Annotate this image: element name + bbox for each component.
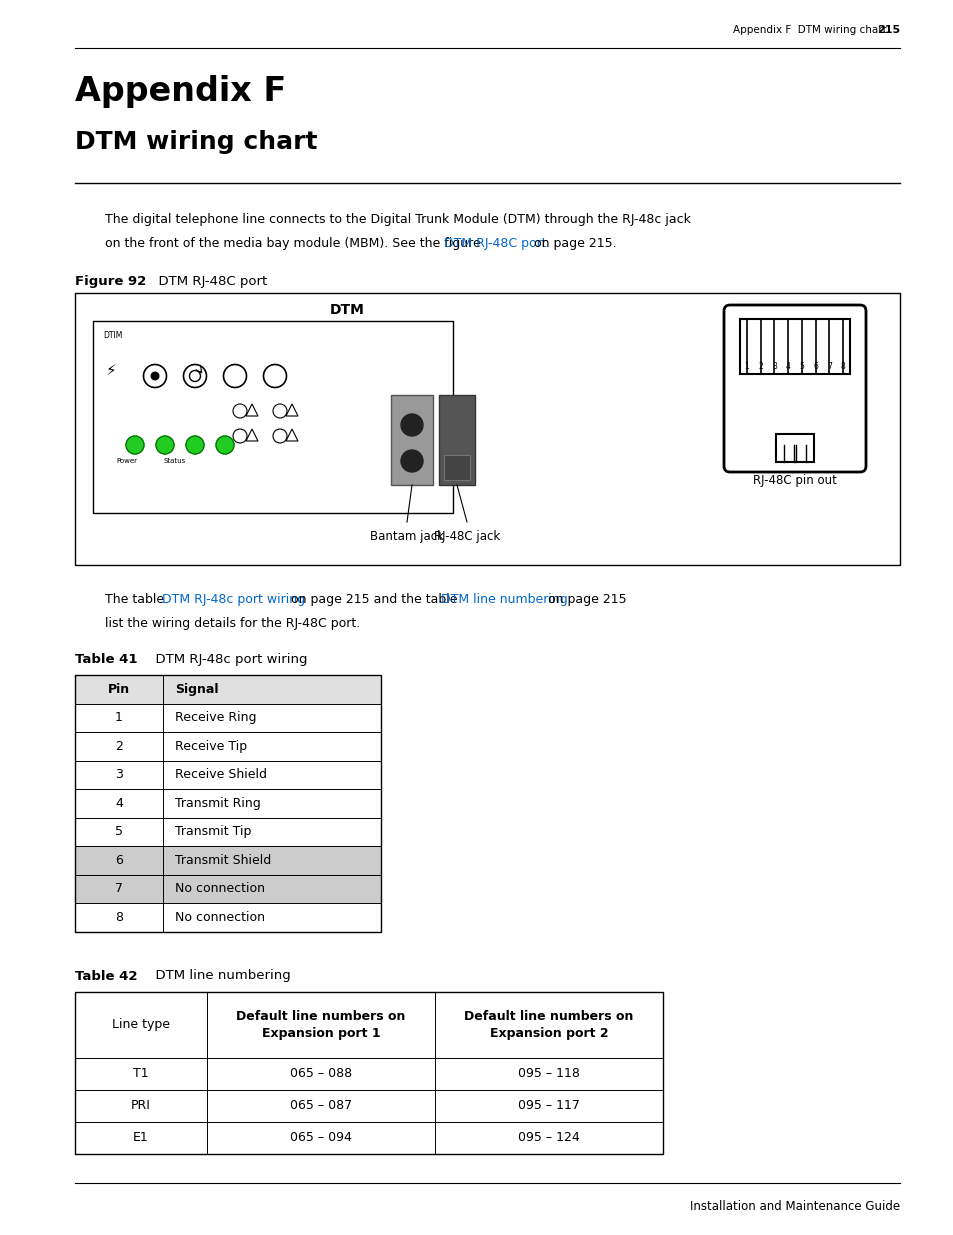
Bar	[92, 321, 453, 513]
Text: on page 215.: on page 215.	[530, 237, 617, 249]
Text: ⚡: ⚡	[106, 363, 116, 378]
Bar	[75, 293, 899, 564]
Bar	[75, 992, 662, 1153]
Text: 1: 1	[115, 711, 123, 724]
Text: Receive Tip: Receive Tip	[174, 740, 247, 753]
Text: RJ-48C pin out: RJ-48C pin out	[752, 474, 836, 487]
Circle shape	[156, 436, 173, 454]
Circle shape	[126, 436, 144, 454]
Text: E1: E1	[133, 1131, 149, 1144]
Text: The table: The table	[105, 593, 168, 606]
Text: DTM line numbering: DTM line numbering	[441, 593, 567, 606]
Circle shape	[186, 436, 204, 454]
Text: Bantam jack: Bantam jack	[370, 530, 443, 543]
Text: DTIM: DTIM	[103, 331, 122, 340]
Bar	[75, 992, 662, 1057]
Text: Appendix F: Appendix F	[75, 75, 286, 107]
Bar	[443, 454, 470, 480]
Text: 065 – 088: 065 – 088	[290, 1067, 352, 1079]
Bar	[75, 846, 380, 874]
Bar	[391, 395, 433, 485]
Circle shape	[215, 436, 233, 454]
Bar	[775, 433, 813, 462]
Text: Table 41: Table 41	[75, 653, 137, 666]
Text: Receive Ring: Receive Ring	[174, 711, 256, 724]
Text: 7: 7	[826, 362, 831, 370]
Text: 3: 3	[115, 768, 123, 782]
Text: Table 42: Table 42	[75, 969, 137, 983]
Text: Status: Status	[164, 458, 186, 464]
Text: Figure 92: Figure 92	[75, 275, 146, 288]
Text: 065 – 087: 065 – 087	[290, 1099, 352, 1112]
Text: 7: 7	[115, 882, 123, 895]
Text: Default line numbers on
Expansion port 1: Default line numbers on Expansion port 1	[236, 1009, 405, 1040]
Text: 095 – 124: 095 – 124	[517, 1131, 579, 1144]
Text: The digital telephone line connects to the Digital Trunk Module (DTM) through th: The digital telephone line connects to t…	[105, 212, 690, 226]
Bar	[75, 676, 380, 704]
Bar	[75, 676, 380, 931]
Text: DTM line numbering: DTM line numbering	[147, 969, 291, 983]
Text: DTM RJ-48C port: DTM RJ-48C port	[150, 275, 267, 288]
Text: RJ-48C jack: RJ-48C jack	[434, 530, 499, 543]
Text: Installation and Maintenance Guide: Installation and Maintenance Guide	[689, 1200, 899, 1213]
Text: on page 215: on page 215	[543, 593, 626, 606]
Circle shape	[400, 414, 422, 436]
Text: PRI: PRI	[131, 1099, 151, 1112]
Text: 4: 4	[785, 362, 790, 370]
Text: DTM: DTM	[330, 303, 364, 317]
Text: 6: 6	[115, 853, 123, 867]
Text: Pin: Pin	[108, 683, 130, 695]
Text: Line type: Line type	[112, 1018, 170, 1031]
Text: 6: 6	[812, 362, 818, 370]
Text: on page 215 and the table: on page 215 and the table	[287, 593, 461, 606]
Text: 4: 4	[115, 797, 123, 810]
Text: 1: 1	[743, 362, 748, 370]
Text: DTM RJ-48C port: DTM RJ-48C port	[444, 237, 546, 249]
Bar	[438, 395, 475, 485]
Text: 095 – 117: 095 – 117	[517, 1099, 579, 1112]
Text: DTM wiring chart: DTM wiring chart	[75, 130, 317, 154]
Text: Default line numbers on
Expansion port 2: Default line numbers on Expansion port 2	[464, 1009, 633, 1040]
Text: 5: 5	[115, 825, 123, 839]
Text: 2: 2	[115, 740, 123, 753]
Circle shape	[151, 372, 158, 380]
Text: No connection: No connection	[174, 882, 265, 895]
Text: Appendix F  DTM wiring chart: Appendix F DTM wiring chart	[733, 25, 899, 35]
Text: DTM RJ-48c port wiring: DTM RJ-48c port wiring	[162, 593, 305, 606]
Text: list the wiring details for the RJ-48C port.: list the wiring details for the RJ-48C p…	[105, 618, 360, 630]
Text: No connection: No connection	[174, 910, 265, 924]
Bar	[75, 874, 380, 903]
Text: T1: T1	[133, 1067, 149, 1079]
Text: Transmit Shield: Transmit Shield	[174, 853, 271, 867]
Text: Transmit Tip: Transmit Tip	[174, 825, 251, 839]
Text: 2: 2	[758, 362, 762, 370]
Text: Transmit Ring: Transmit Ring	[174, 797, 260, 810]
Circle shape	[400, 450, 422, 472]
Text: 5: 5	[799, 362, 803, 370]
FancyBboxPatch shape	[723, 305, 865, 472]
Text: 215: 215	[876, 25, 899, 35]
Text: 8: 8	[840, 362, 844, 370]
Text: on the front of the media bay module (MBM). See the figure: on the front of the media bay module (MB…	[105, 237, 484, 249]
Text: Receive Shield: Receive Shield	[174, 768, 267, 782]
Text: 095 – 118: 095 – 118	[517, 1067, 579, 1079]
Text: DTM RJ-48c port wiring: DTM RJ-48c port wiring	[147, 653, 307, 666]
Text: 3: 3	[771, 362, 776, 370]
Text: 8: 8	[115, 910, 123, 924]
Text: 065 – 094: 065 – 094	[290, 1131, 352, 1144]
Text: Power: Power	[116, 458, 137, 464]
Text: Signal: Signal	[174, 683, 218, 695]
